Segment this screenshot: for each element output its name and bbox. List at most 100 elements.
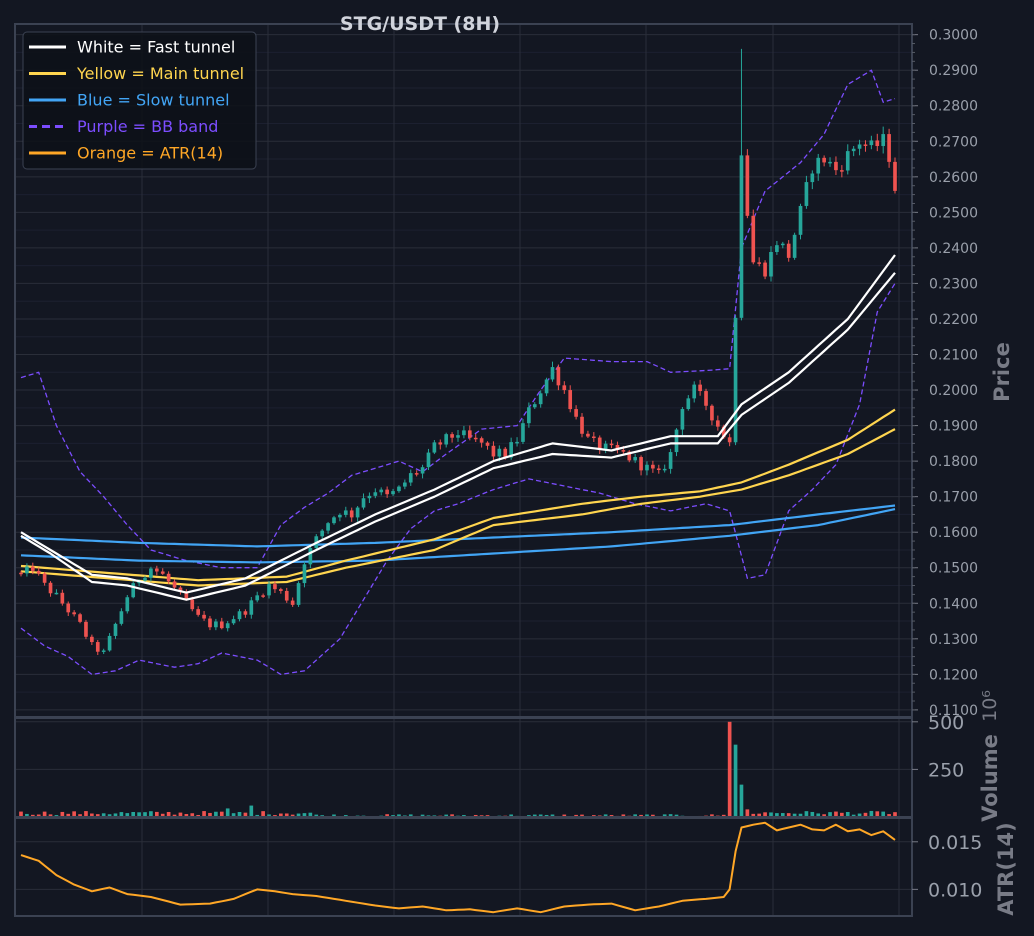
price-tick-label: 0.2600 xyxy=(929,170,978,186)
candle-body xyxy=(621,450,626,452)
candle-body xyxy=(361,498,366,508)
slow-tunnel-lower-line xyxy=(20,508,896,564)
volume-bar xyxy=(473,814,478,817)
candle-body xyxy=(408,473,413,483)
candle-body xyxy=(95,642,100,652)
volume-bar xyxy=(775,813,779,817)
candle-body xyxy=(733,317,738,443)
candle-body xyxy=(674,429,679,453)
price-tick-label: 0.2300 xyxy=(929,276,978,292)
volume-bar xyxy=(149,811,153,817)
candle-body xyxy=(769,251,773,277)
volume-bar xyxy=(249,805,254,817)
legend-entry-label: Orange = ATR(14) xyxy=(77,144,223,163)
volume-bar xyxy=(875,811,880,817)
candle-body xyxy=(521,423,525,442)
candle-body xyxy=(881,134,886,147)
volume-bar xyxy=(290,814,295,817)
legend: White = Fast tunnel Yellow = Main tunnel B… xyxy=(22,31,257,170)
candle-body xyxy=(202,614,206,619)
price-tick-label: 0.1200 xyxy=(929,667,978,683)
volume-bar xyxy=(798,813,803,817)
candle-body xyxy=(479,438,484,443)
candle-body xyxy=(385,489,389,495)
volume-bar xyxy=(107,814,112,817)
volume-bar xyxy=(25,813,29,817)
candle-body xyxy=(515,441,519,444)
volume-bar xyxy=(562,814,567,817)
volume-bar xyxy=(887,814,891,817)
candle-body xyxy=(603,443,608,451)
volume-bar xyxy=(137,812,141,817)
candle-body xyxy=(780,243,785,246)
volume-bar xyxy=(662,814,667,817)
candle-body xyxy=(237,611,242,620)
candle-body xyxy=(414,473,419,475)
candle-body xyxy=(166,573,171,582)
legend-entry-label: White = Fast tunnel xyxy=(77,38,235,57)
candle-body xyxy=(225,623,230,629)
candle-body xyxy=(745,155,750,216)
price-tick-label: 0.1900 xyxy=(929,419,978,435)
volume-bar xyxy=(219,811,224,817)
price-tick-label: 0.1600 xyxy=(929,525,978,541)
candle-body xyxy=(597,437,602,451)
candle-body xyxy=(591,436,596,439)
volume-bar xyxy=(178,812,183,817)
candle-body xyxy=(527,407,531,424)
volume-bar xyxy=(42,811,47,817)
candle-body xyxy=(154,568,159,572)
candle-body xyxy=(639,457,643,471)
volume-bar xyxy=(397,814,401,817)
legend-entry-label: Yellow = Main tunnel xyxy=(76,64,244,83)
candle-body xyxy=(704,391,708,406)
candle-body xyxy=(66,603,71,613)
volume-bar xyxy=(633,814,637,817)
volume-bar xyxy=(314,814,319,817)
volume-bar xyxy=(66,813,71,817)
candle-body xyxy=(125,597,130,612)
candle-body xyxy=(432,442,437,453)
candle-body xyxy=(727,437,732,443)
candle-body xyxy=(296,583,301,605)
main-tunnel-upper-line xyxy=(20,408,896,582)
volume-bar xyxy=(757,813,762,817)
price-tick-label: 0.2000 xyxy=(929,383,978,399)
volume-tick-label: 500 xyxy=(928,712,964,734)
axis-layer: 0.1100 0.1200 0.1300 0.1400 0.1500 0.1600 0.17… xyxy=(912,28,982,901)
volume-bar xyxy=(237,811,242,817)
volume-bar xyxy=(385,814,389,817)
candle-body xyxy=(698,384,702,392)
bb-band-lower-line xyxy=(20,283,896,676)
atr-tick-label: 0.015 xyxy=(928,832,982,854)
fast-tunnel-lower-line xyxy=(20,272,896,601)
volume-bar xyxy=(893,812,897,817)
candle-body xyxy=(686,398,691,410)
main-tunnel-lower-line xyxy=(20,428,896,587)
candle-body xyxy=(633,457,637,461)
candle-body xyxy=(586,433,590,437)
volume-bar xyxy=(166,811,171,817)
candle-body xyxy=(101,650,106,652)
candle-body xyxy=(178,587,183,593)
volume-bar xyxy=(302,813,307,817)
candle-body xyxy=(131,583,136,598)
volume-bar xyxy=(113,813,118,817)
candle-body xyxy=(320,530,325,537)
bb-band-upper-line xyxy=(20,69,896,569)
volume-bar xyxy=(84,811,88,817)
volume-bar xyxy=(668,814,673,817)
candle-body xyxy=(828,161,832,164)
price-tick-label: 0.2700 xyxy=(929,134,978,150)
candle-body xyxy=(184,592,189,600)
candle-body xyxy=(798,205,803,235)
volume-bar xyxy=(739,784,744,817)
volume-bar xyxy=(19,811,23,817)
candle-body xyxy=(255,595,260,601)
candle-body xyxy=(562,385,567,391)
volume-bar xyxy=(538,814,543,817)
volume-bar xyxy=(60,811,65,817)
candle-body xyxy=(609,443,614,446)
candle-body xyxy=(379,489,384,493)
